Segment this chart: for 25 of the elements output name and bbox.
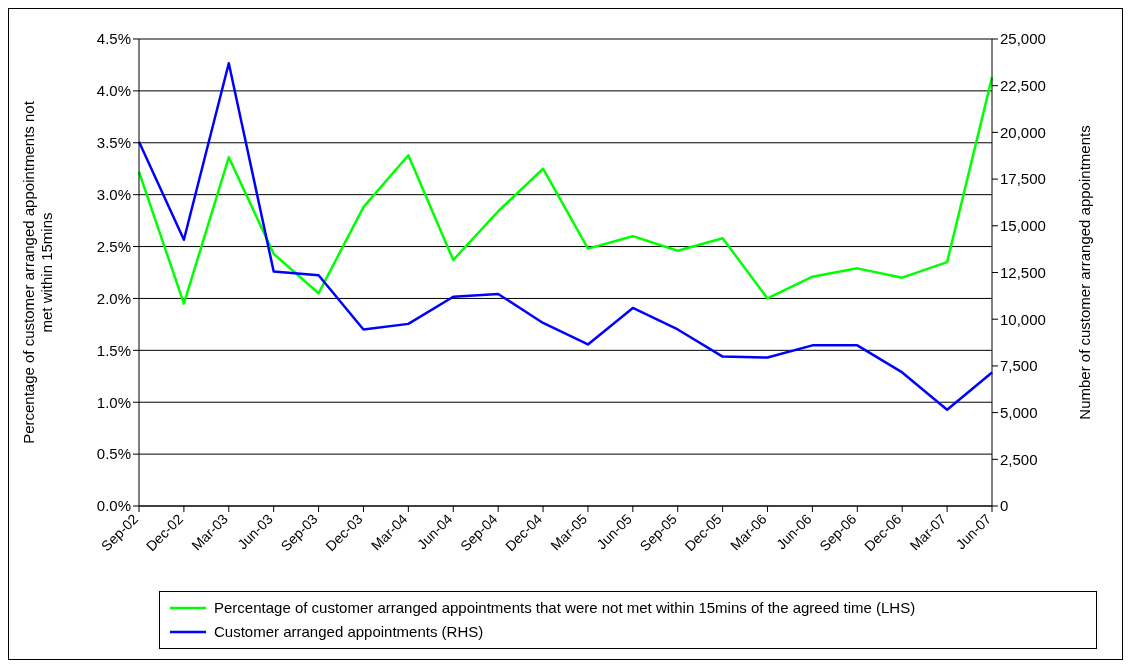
y-tick-label: 0.5% — [96, 445, 131, 463]
y-tick-label: 0.0% — [96, 497, 131, 515]
y2-tick-label: 17,500 — [1000, 170, 1046, 188]
y-tick-label: 2.5% — [96, 237, 131, 255]
y2-tick-label: 22,500 — [1000, 77, 1046, 95]
y-tick-label: 4.0% — [96, 82, 131, 100]
legend-label: Customer arranged appointments (RHS) — [214, 622, 484, 642]
y-axis-title: Percentage of customer arranged appointments not met within 15mins — [20, 100, 55, 444]
y2-axis-title: Number of customer arranged appointments — [1076, 125, 1093, 420]
y2-tick-label: 0 — [1000, 497, 1009, 515]
y2-tick-label: 20,000 — [1000, 123, 1046, 141]
y2-tick-label: 15,000 — [1000, 217, 1046, 235]
y-tick-label: 2.0% — [96, 289, 131, 307]
y-tick-label: 1.5% — [96, 341, 131, 359]
y-tick-label: 3.5% — [96, 134, 131, 152]
y2-tick-label: 10,000 — [1000, 310, 1046, 328]
y2-tick-label: 2,500 — [1000, 450, 1038, 468]
y-tick-label: 4.5% — [96, 30, 131, 48]
y-tick-label: 1.0% — [96, 393, 131, 411]
y2-tick-label: 25,000 — [1000, 30, 1046, 48]
legend-label: Percentage of customer arranged appointments that were not met within 15mins of the agreed time (LHS) — [214, 598, 916, 618]
y-tick-label: 3.0% — [96, 185, 131, 203]
y2-tick-label: 7,500 — [1000, 357, 1038, 375]
y2-tick-label: 5,000 — [1000, 403, 1038, 421]
y2-tick-label: 12,500 — [1000, 263, 1046, 281]
